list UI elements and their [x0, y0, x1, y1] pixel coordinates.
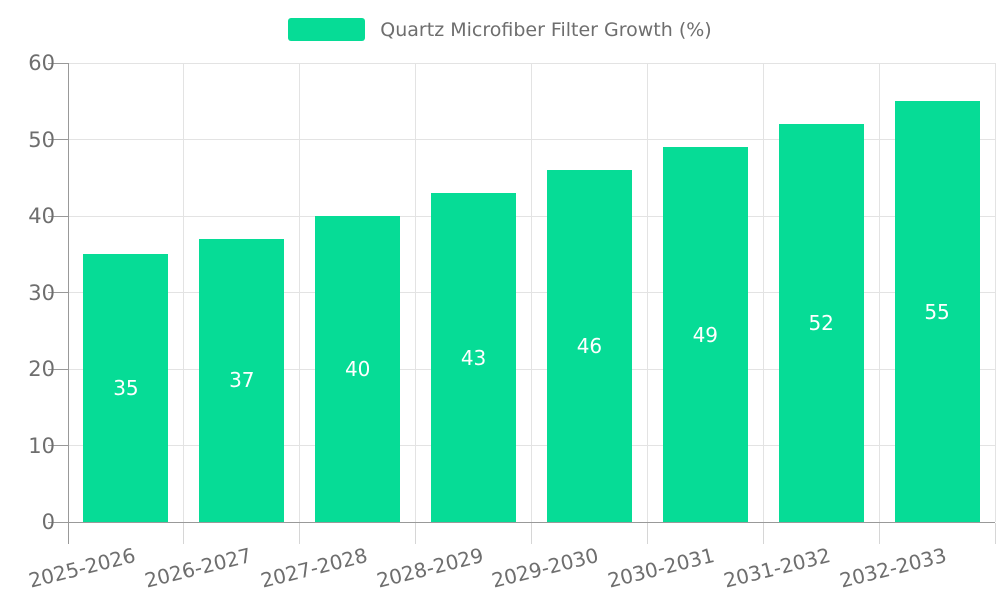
grid-line-v — [531, 63, 532, 522]
y-axis-tick — [48, 139, 68, 140]
bar[interactable]: 46 — [546, 170, 632, 522]
x-axis-line — [68, 521, 995, 523]
grid-line-v — [646, 63, 648, 522]
x-axis-tick — [646, 523, 648, 544]
x-tick-label: 2030-2031 — [605, 543, 718, 593]
x-axis-tick — [183, 523, 185, 544]
y-axis-tick — [48, 215, 68, 217]
x-axis-tick — [531, 523, 532, 544]
grid-line-v — [183, 63, 185, 522]
y-axis-tick — [48, 62, 68, 64]
x-axis-tick — [994, 523, 996, 544]
x-tick-label: 2031-2032 — [721, 543, 833, 593]
legend-item[interactable]: Quartz Microfiber Filter Growth (%) — [0, 18, 1000, 41]
y-axis-line — [67, 63, 69, 544]
y-tick-label: 10 — [28, 433, 55, 458]
y-tick-label: 50 — [28, 127, 55, 152]
grid-line-v — [994, 63, 996, 522]
y-axis-tick — [48, 292, 68, 293]
x-axis-tick — [299, 523, 301, 544]
grid-line-v — [762, 63, 764, 522]
y-tick-label: 40 — [28, 204, 55, 228]
x-axis-tick — [878, 523, 880, 544]
x-tick-label: 2028-2029 — [373, 543, 486, 593]
bar-value-label: 46 — [576, 334, 603, 359]
x-tick-label: 2029-2030 — [489, 543, 602, 593]
x-tick-label: 2027-2028 — [257, 543, 370, 593]
legend-label: Quartz Microfiber Filter Growth (%) — [380, 18, 712, 41]
grid-line-v — [299, 63, 301, 522]
y-axis-tick — [48, 445, 68, 446]
x-axis-tick — [415, 523, 417, 544]
bar-value-label: 40 — [344, 357, 371, 381]
bar-value-label: 35 — [113, 376, 139, 401]
bar[interactable]: 49 — [662, 147, 748, 522]
bar-value-label: 55 — [924, 299, 950, 324]
x-tick-label: 2025-2026 — [26, 543, 138, 593]
bar[interactable]: 40 — [315, 216, 401, 522]
bar-value-label: 37 — [229, 368, 255, 393]
bar[interactable]: 43 — [431, 193, 517, 522]
legend-swatch — [288, 18, 366, 41]
x-tick-label: 2026-2027 — [142, 543, 254, 593]
bar[interactable]: 52 — [778, 124, 864, 522]
bar[interactable]: 35 — [83, 254, 169, 522]
bar-value-label: 52 — [808, 311, 834, 336]
bar-value-label: 43 — [460, 345, 487, 370]
x-axis-tick — [762, 523, 764, 544]
y-tick-label: 30 — [28, 280, 55, 305]
y-tick-label: 60 — [28, 51, 55, 75]
grid-line-v — [878, 63, 880, 522]
bar[interactable]: 55 — [894, 101, 980, 522]
bar-value-label: 49 — [692, 322, 719, 347]
y-axis-tick — [48, 368, 68, 370]
y-tick-label: 20 — [28, 357, 55, 381]
y-tick-label: 0 — [41, 510, 55, 534]
y-axis-tick — [48, 521, 68, 523]
x-tick-label: 2032-2033 — [837, 543, 949, 593]
bar[interactable]: 37 — [199, 238, 285, 522]
grid-line-v — [415, 63, 417, 522]
